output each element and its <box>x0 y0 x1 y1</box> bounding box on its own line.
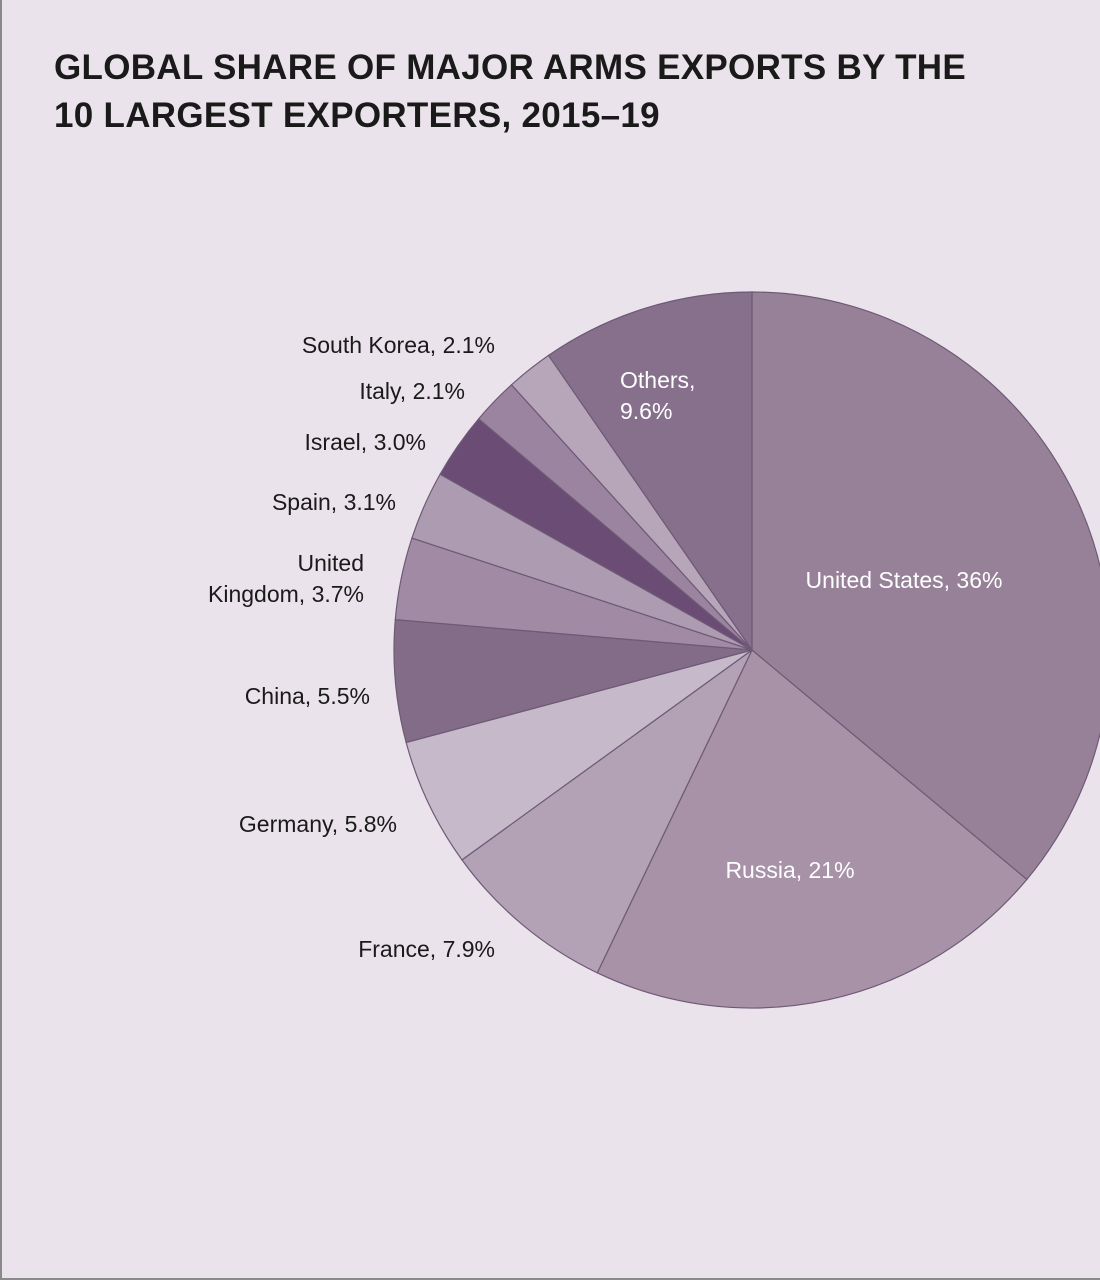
pie-slice-germany <box>405 649 753 861</box>
slice-label-united-kingdom: United Kingdom, 3.7% <box>208 550 364 607</box>
slice-label-germany: Germany, 5.8% <box>239 811 397 837</box>
pie-labels: United States, 36% Russia, 21% France, 7.9… <box>208 332 1002 962</box>
slice-label-italy: Italy, 2.1% <box>359 378 465 404</box>
slice-label-united-states: United States, 36% <box>806 567 1003 593</box>
slice-label-france: France, 7.9% <box>358 936 495 962</box>
slice-label-spain: Spain, 3.1% <box>272 489 396 515</box>
slice-label-israel: Israel, 3.0% <box>305 429 426 455</box>
slice-label-others: Others, 9.6% <box>620 367 695 424</box>
slice-label-russia: Russia, 21% <box>725 857 854 883</box>
chart-title-line-2: 10 LARGEST EXPORTERS, 2015–19 <box>54 96 660 135</box>
slice-label-china: China, 5.5% <box>245 683 370 709</box>
pie-slice-france <box>461 649 753 974</box>
slice-label-south-korea: South Korea, 2.1% <box>302 332 495 358</box>
pie-slice-russia <box>596 649 1028 1009</box>
chart-title: GLOBAL SHARE OF MAJOR ARMS EXPORTS BY TH… <box>54 44 1054 140</box>
pie-slices <box>393 291 1100 1009</box>
pie-slice-others <box>547 291 753 652</box>
chart-title-line-1: GLOBAL SHARE OF MAJOR ARMS EXPORTS BY TH… <box>54 48 967 87</box>
pie-slice-united-states <box>751 291 1100 881</box>
